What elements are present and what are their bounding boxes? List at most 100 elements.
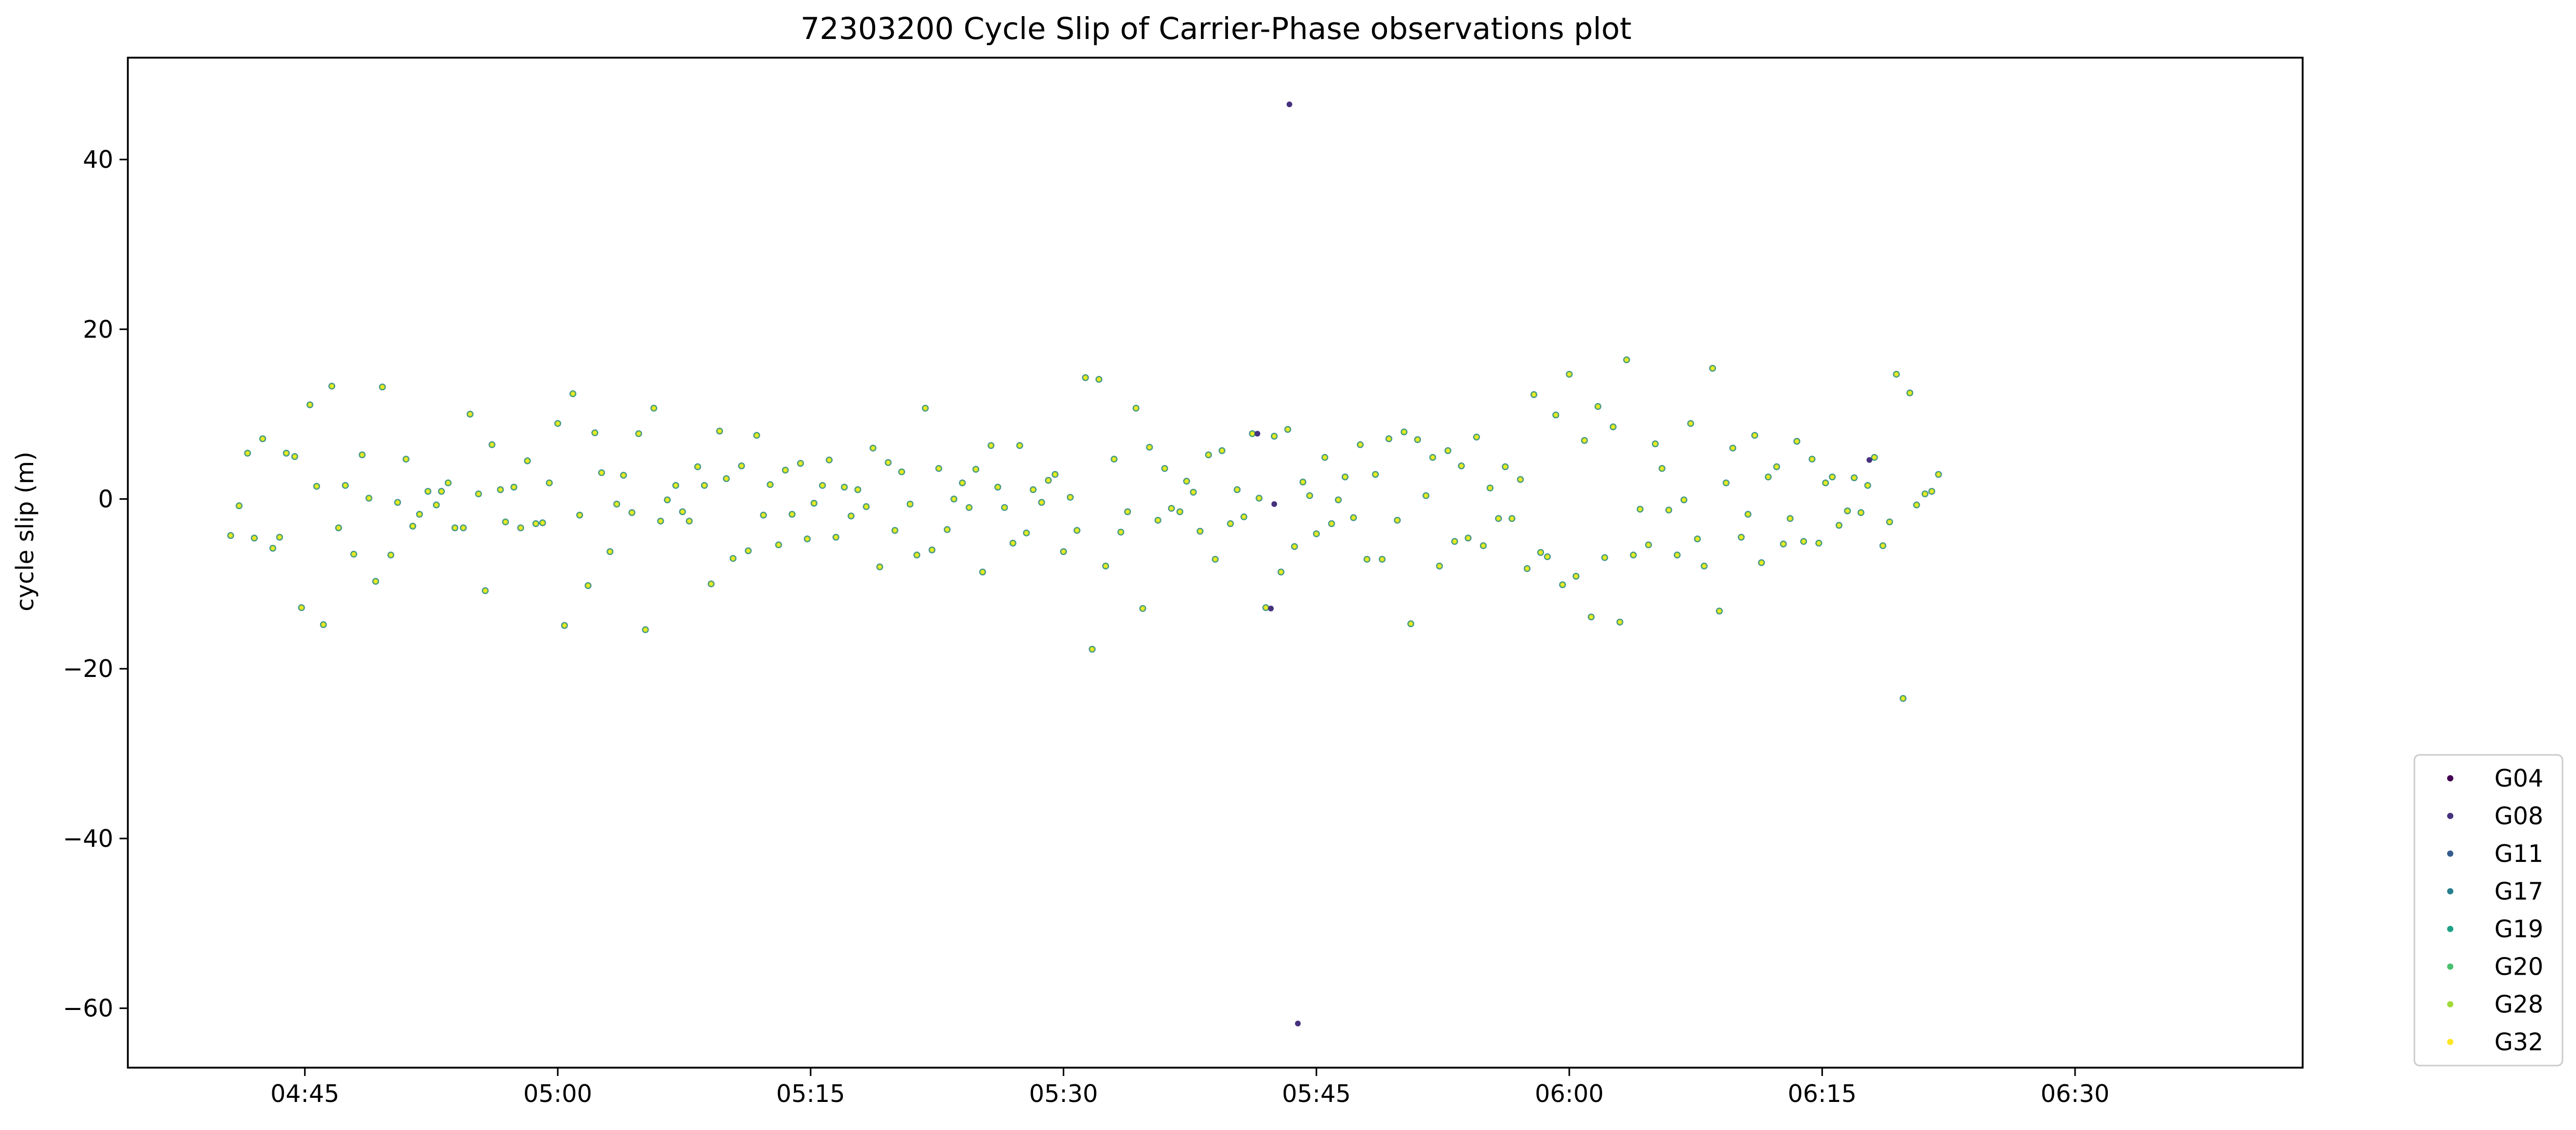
data-point-marker [1343, 475, 1347, 479]
data-point-marker [1018, 444, 1022, 447]
data-point [642, 626, 649, 633]
data-point-marker [1802, 540, 1805, 543]
data-point-marker [937, 467, 941, 470]
data-point-marker [1097, 378, 1101, 381]
data-point-marker [1352, 516, 1355, 520]
data-point [379, 383, 386, 391]
data-point-marker [1746, 512, 1750, 516]
data-point-marker [709, 582, 713, 586]
data-point [1385, 435, 1393, 442]
data-point [1829, 473, 1836, 481]
data-point [987, 442, 995, 449]
data-point [1379, 555, 1386, 563]
data-point [1001, 504, 1008, 511]
data-point-marker [1853, 476, 1856, 480]
data-point [935, 465, 942, 472]
data-point-marker [1402, 430, 1406, 434]
data-point [1313, 530, 1320, 537]
data-point-marker [337, 526, 340, 530]
data-point [833, 534, 840, 541]
data-point-marker [1358, 443, 1362, 446]
data-point [1328, 520, 1335, 527]
data-point-marker [1068, 496, 1072, 499]
data-point [585, 582, 592, 589]
data-point-marker [360, 453, 364, 457]
data-point-marker [1337, 498, 1340, 502]
data-point-marker [586, 584, 590, 588]
data-point-marker [593, 431, 597, 435]
data-point-marker [1250, 432, 1254, 435]
data-point-marker [1228, 522, 1232, 525]
legend-marker [2447, 963, 2453, 970]
data-point [1401, 428, 1408, 435]
data-point [1652, 440, 1659, 447]
data-point-marker [842, 485, 846, 489]
data-point [944, 526, 951, 533]
data-point-marker [923, 406, 927, 410]
data-point-marker [1866, 484, 1869, 487]
data-point-marker [1315, 532, 1318, 536]
y-tick-label: −60 [63, 994, 113, 1022]
data-point [1095, 376, 1103, 383]
data-point [1815, 539, 1822, 547]
data-point-marker [490, 443, 494, 446]
data-point [606, 548, 614, 555]
data-point [554, 420, 561, 427]
data-point [1913, 501, 1920, 509]
data-point-marker [253, 536, 256, 540]
data-point [402, 456, 409, 463]
data-point [1665, 507, 1672, 514]
data-point [1899, 695, 1907, 702]
x-tick-label: 04:45 [270, 1080, 339, 1108]
data-point-marker [1011, 541, 1015, 545]
data-point [1773, 463, 1780, 470]
data-point [1808, 456, 1816, 463]
data-point-marker [344, 484, 347, 487]
data-point-marker [1147, 445, 1151, 449]
data-point [306, 401, 313, 408]
data-point [1530, 391, 1538, 398]
data-point-marker [945, 528, 949, 531]
data-point-marker [1788, 517, 1792, 521]
data-point [1249, 430, 1256, 437]
data-point [1473, 433, 1480, 441]
data-point-marker [871, 446, 875, 450]
data-point-marker [600, 471, 603, 474]
data-point [1893, 370, 1900, 378]
data-point-marker [1611, 425, 1615, 429]
data-point [1161, 465, 1168, 472]
data-point-marker [1198, 529, 1202, 533]
legend-label: G19 [2494, 915, 2543, 943]
data-point [1645, 541, 1652, 549]
x-axis: 04:45 05:00 05:15 05:30 05:45 06:00 06:15 06:30 [270, 1068, 2109, 1108]
data-point [451, 524, 458, 531]
data-point-marker [1760, 561, 1763, 564]
data-point [1508, 515, 1515, 522]
data-point-marker [659, 519, 663, 523]
data-point [1341, 473, 1349, 481]
data-point-marker [1482, 544, 1485, 548]
data-point [1277, 568, 1285, 576]
data-point-marker [630, 511, 634, 514]
legend-marker [2447, 1001, 2453, 1007]
data-point-marker [812, 501, 816, 505]
data-point [1588, 614, 1595, 621]
data-point-marker [1062, 550, 1065, 553]
data-point-marker [1192, 490, 1195, 494]
data-point [620, 472, 627, 479]
data-point-marker [1446, 449, 1450, 453]
data-point-marker [1286, 428, 1289, 431]
data-point [1240, 513, 1248, 521]
data-point [1218, 447, 1225, 454]
data-point [394, 499, 401, 506]
data-point-marker [1292, 544, 1296, 548]
data-point [1271, 501, 1277, 507]
data-point [1038, 499, 1045, 506]
legend-marker [2447, 926, 2453, 932]
data-point [841, 484, 848, 491]
data-point-marker [396, 501, 400, 504]
data-point [1694, 535, 1701, 542]
data-point-marker [643, 628, 647, 632]
data-point [1271, 433, 1278, 440]
